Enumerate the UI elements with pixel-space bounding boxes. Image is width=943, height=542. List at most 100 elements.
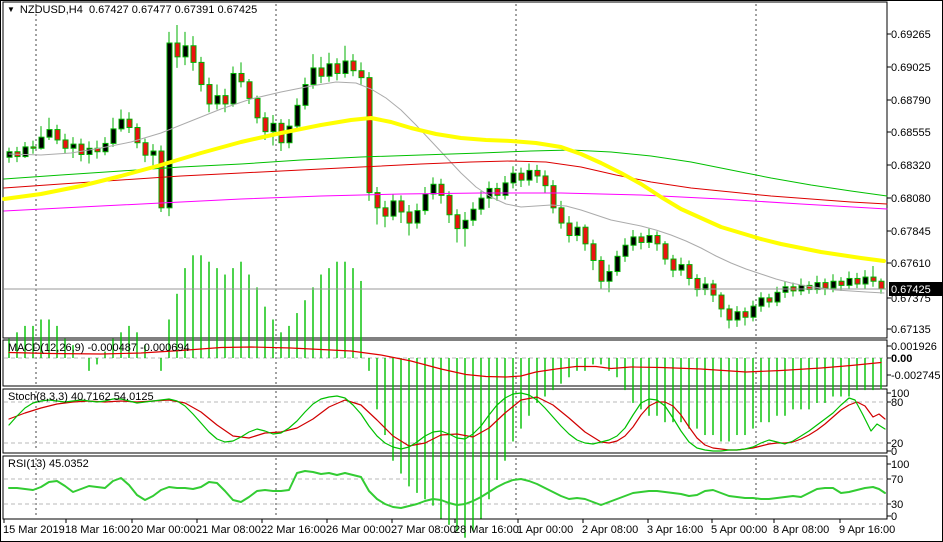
candle [782, 286, 789, 293]
candle [558, 207, 565, 224]
candle [54, 129, 61, 141]
candle [838, 280, 845, 286]
rsi-indicator-label: RSI(13) 45.0352 [8, 458, 89, 470]
candle [878, 280, 885, 290]
candle [262, 117, 269, 133]
candle [286, 125, 293, 144]
candle [510, 172, 517, 184]
candle [206, 84, 213, 105]
candle [478, 197, 485, 210]
candle [318, 67, 325, 77]
stoch-axis-label: 80 [891, 397, 903, 409]
candle [702, 283, 709, 291]
ma-red [3, 160, 888, 205]
candle [798, 284, 805, 292]
price-axis-label: 0.69265 [891, 29, 931, 41]
candle [390, 200, 397, 217]
stoch-axis-label: 100 [891, 388, 909, 400]
rsi-panel [2, 455, 888, 520]
candle [174, 42, 181, 58]
macd-panel [2, 339, 888, 387]
symbol-dropdown-icon[interactable]: ▼ [7, 5, 15, 14]
candle [622, 244, 629, 257]
time-axis-label: 18 Mar 16:00 [65, 524, 130, 536]
candle [254, 97, 261, 119]
candle [158, 150, 165, 209]
candle [806, 284, 813, 291]
candle [774, 291, 781, 303]
candle [126, 118, 133, 128]
time-axis-label: 3 Apr 16:00 [647, 524, 703, 536]
time-axis-label: 21 Mar 08:00 [196, 524, 261, 536]
macd-axis-label: 0.001926 [891, 341, 937, 353]
candle [214, 95, 221, 105]
candle [822, 282, 829, 289]
candle [830, 280, 837, 289]
candlesticks [6, 24, 885, 329]
price-axis-label: 0.67375 [891, 293, 931, 305]
time-axis-label: 9 Apr 16:00 [839, 524, 895, 536]
macd-axis-label: -0.002745 [891, 370, 941, 382]
time-axis-label: 22 Mar 16:00 [261, 524, 326, 536]
time-axis-label: 2 Apr 08:00 [582, 524, 638, 536]
moving-averages [2, 81, 888, 294]
candle [854, 277, 861, 285]
rsi-axis-label: 70 [891, 474, 903, 486]
time-axis[interactable]: 15 Mar 2019 18 Mar 16:00 20 Mar 00:00 21 Ma… [3, 519, 895, 536]
candle [302, 84, 309, 106]
time-axis-label: 28 Mar 16:00 [454, 524, 519, 536]
candle [870, 276, 877, 282]
candle [46, 129, 53, 138]
stoch-axis-label: 0 [891, 446, 897, 458]
time-axis-label: 1 Apr 00:00 [517, 524, 573, 536]
candle [62, 139, 69, 149]
ma-yellow [2, 116, 886, 263]
candle [862, 276, 869, 285]
price-axis-label: 0.67610 [891, 258, 931, 270]
candle [710, 283, 717, 296]
candle [534, 169, 541, 177]
candle [574, 226, 581, 237]
candle [590, 243, 597, 261]
candle [542, 175, 549, 187]
candle [686, 264, 693, 279]
candle [742, 311, 749, 318]
rsi-plot [8, 470, 886, 509]
candle [518, 172, 525, 181]
stochastic-plot [8, 392, 886, 452]
candle [134, 126, 141, 144]
price-axis[interactable]: 0.69265 0.69025 0.68790 0.68555 0.68320 0.680… [887, 29, 941, 523]
candle [294, 104, 301, 127]
candle [462, 219, 469, 230]
time-axis-label: 8 Apr 08:00 [773, 524, 829, 536]
candle [446, 194, 453, 216]
price-axis-label: 0.68790 [891, 95, 931, 107]
stoch-panel [2, 388, 888, 454]
candle [430, 183, 437, 195]
candle [438, 183, 445, 196]
stoch-axis-label: 20 [891, 438, 903, 450]
candle [646, 235, 653, 243]
candle [22, 146, 29, 158]
candle [70, 143, 77, 149]
candle [350, 60, 357, 72]
candle [678, 264, 685, 271]
candle [614, 255, 621, 273]
candle [30, 146, 37, 149]
period-separators [35, 4, 757, 517]
candle [422, 193, 429, 212]
candle [230, 72, 237, 105]
svg-text:0.67425: 0.67425 [891, 284, 931, 296]
candle [414, 210, 421, 224]
candle [366, 77, 373, 194]
price-axis-label: 0.67135 [891, 324, 931, 336]
candle [750, 305, 757, 318]
candle [846, 277, 853, 286]
candle [630, 236, 637, 246]
price-axis-label: 0.69025 [891, 62, 931, 74]
candle [734, 311, 741, 321]
candle [582, 226, 589, 245]
price-axis-label: 0.68555 [891, 127, 931, 139]
